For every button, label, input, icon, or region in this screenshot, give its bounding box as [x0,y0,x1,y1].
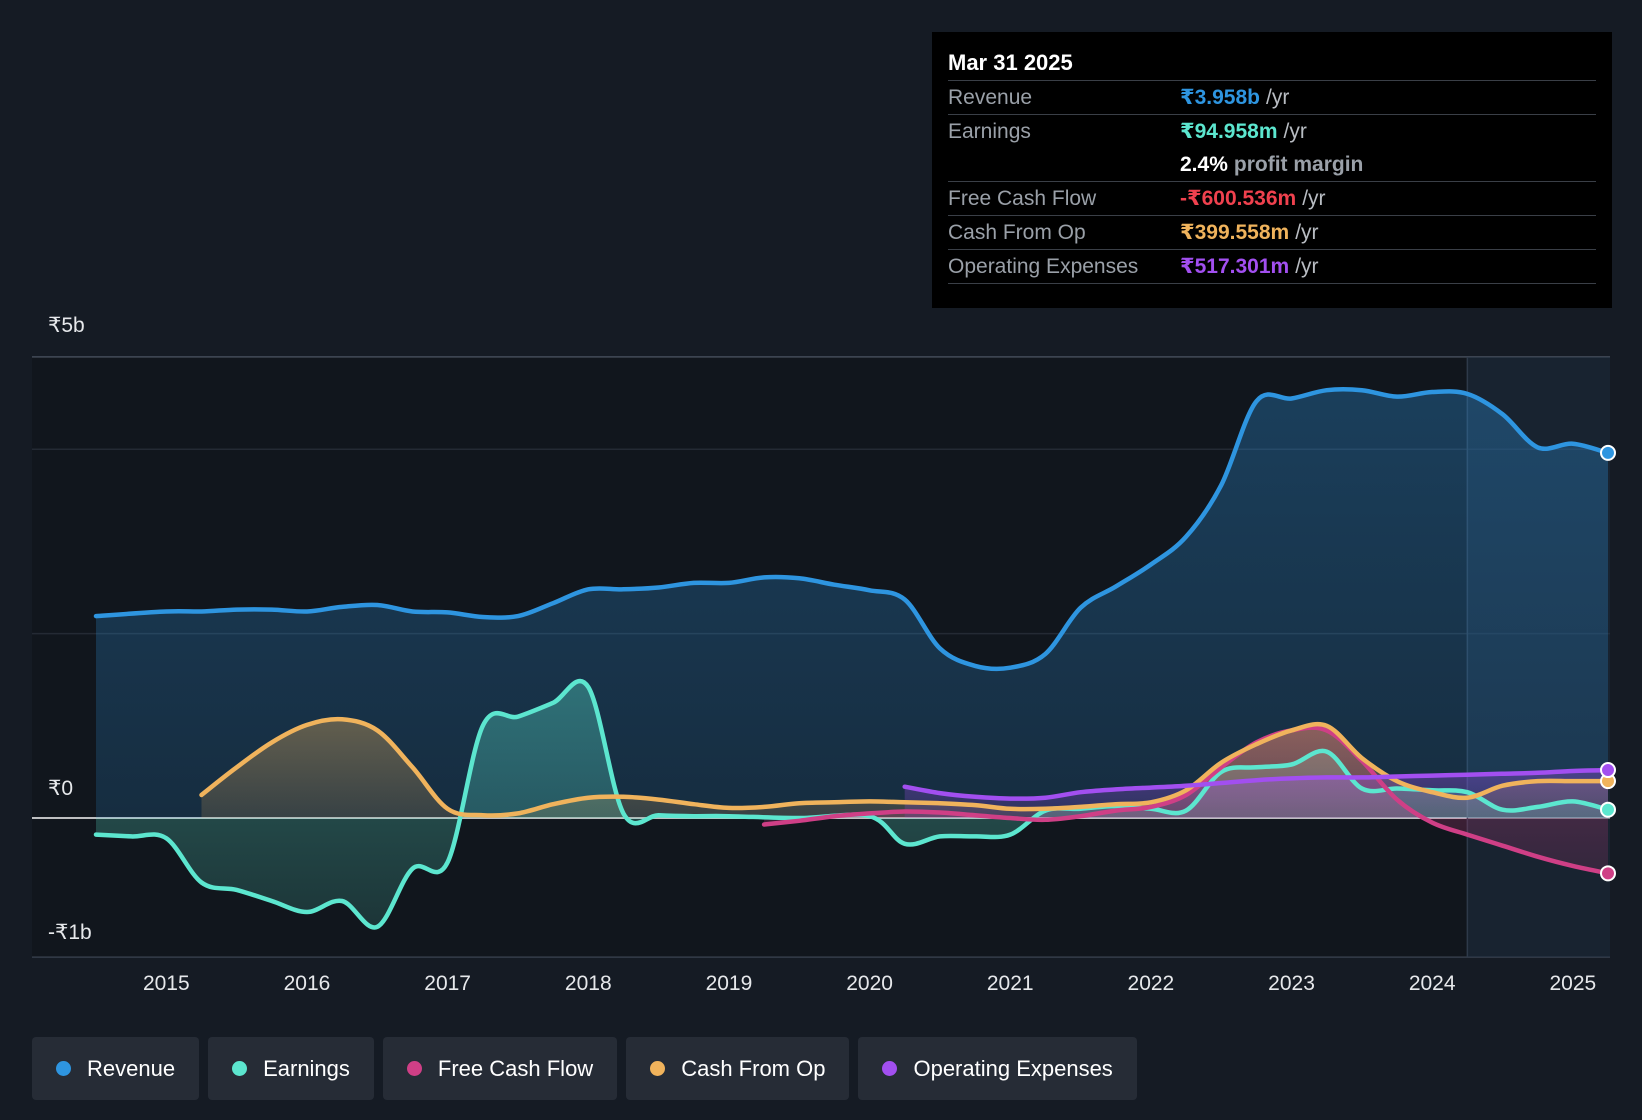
tooltip-unit-margin: profit margin [1233,152,1364,176]
legend-label-revenue: Revenue [87,1055,176,1081]
y-tick-label: -₹1b [48,921,92,944]
legend-dot-free-cash-flow [406,1061,422,1076]
x-axis-labels: 2015 2016 2017 2018 2019 2020 2021 2022 2023 2024… [143,972,1596,995]
tooltip-unit-fcf: /yr [1302,186,1326,210]
tooltip-value-margin: 2.4% [1180,152,1228,176]
tooltip-value-fcf: -₹600.536m [1180,187,1297,210]
y-axis-labels: ₹5b ₹0 -₹1b [48,314,92,944]
series-areas [96,389,1608,928]
legend-label-earnings: Earnings [263,1055,350,1081]
tooltip-row-margin: 2.4% profit margin [948,148,1596,181]
tooltip-date: Mar 31 2025 [948,50,1073,75]
tooltip-row-cfo: Cash From Op ₹399.558m /yr [948,215,1596,249]
earnings-end-marker [1600,801,1616,818]
legend-dot-revenue [56,1061,71,1076]
tooltip-value-opex: ₹517.301m [1180,255,1290,278]
revenue-area [96,389,1608,818]
free-cash-flow-end-marker [1600,865,1616,882]
tooltip-value-revenue: ₹3.958b [1180,86,1260,109]
x-tick-label: 2021 [987,972,1034,995]
x-tick-label: 2024 [1409,972,1456,995]
tooltip-value-earnings: ₹94.958m [1180,120,1278,143]
series-end-markers [1600,444,1616,882]
tooltip-label-cfo: Cash From Op [948,220,1086,244]
series-lines [93,387,1611,930]
tooltip-label-fcf: Free Cash Flow [948,186,1097,210]
x-tick-label: 2018 [565,972,612,995]
x-tick-label: 2015 [143,972,190,995]
x-tick-label: 2020 [846,972,893,995]
tooltip-label-opex: Operating Expenses [948,254,1139,278]
cash-from-op-line [199,716,1611,818]
tooltip-unit-revenue: /yr [1266,85,1290,109]
legend-dot-earnings [232,1061,248,1076]
legend-item-revenue[interactable]: Revenue [32,1037,200,1100]
y-tick-label: ₹0 [48,777,73,800]
legend-dot-operating-expenses [882,1061,898,1076]
legend-dot-cash-from-op [650,1061,666,1076]
data-tooltip: Mar 31 2025 Revenue ₹3.958b /yr Earnings… [932,32,1612,308]
tooltip-row-revenue: Revenue ₹3.958b /yr [948,80,1596,114]
legend-item-cash-from-op[interactable]: Cash From Op [626,1037,850,1100]
legend-item-operating-expenses[interactable]: Operating Expenses [858,1037,1137,1100]
legend-item-free-cash-flow[interactable]: Free Cash Flow [382,1037,618,1100]
x-tick-label: 2017 [424,972,471,995]
operating-expenses-line [902,767,1611,801]
operating-expenses-end-marker [1600,762,1616,779]
x-tick-label: 2023 [1268,972,1315,995]
tooltip-unit-opex: /yr [1295,254,1319,278]
tooltip-label-revenue: Revenue [948,85,1033,109]
legend-label-operating-expenses: Operating Expenses [913,1055,1113,1081]
x-tick-label: 2016 [284,972,331,995]
tooltip-row-opex: Operating Expenses ₹517.301m /yr [948,249,1596,284]
x-tick-label: 2019 [706,972,753,995]
revenue-end-marker [1600,444,1616,461]
legend-label-free-cash-flow: Free Cash Flow [437,1055,594,1081]
tooltip-row-earnings: Earnings ₹94.958m /yr [948,114,1596,148]
x-tick-label: 2022 [1128,972,1175,995]
chart-legend: Revenue Earnings Free Cash Flow Cash Fro… [32,1037,1137,1100]
tooltip-label-earnings: Earnings [948,119,1031,143]
legend-item-earnings[interactable]: Earnings [208,1037,374,1100]
tooltip-unit-cfo: /yr [1295,220,1319,244]
tooltip-row-fcf: Free Cash Flow -₹600.536m /yr [948,181,1596,215]
tooltip-value-cfo: ₹399.558m [1180,221,1290,244]
revenue-line [93,387,1611,672]
y-tick-label: ₹5b [48,314,85,337]
x-tick-label: 2025 [1549,972,1596,995]
legend-label-cash-from-op: Cash From Op [681,1055,826,1081]
tooltip-unit-earnings: /yr [1283,119,1307,143]
free-cash-flow-line [761,725,1611,876]
